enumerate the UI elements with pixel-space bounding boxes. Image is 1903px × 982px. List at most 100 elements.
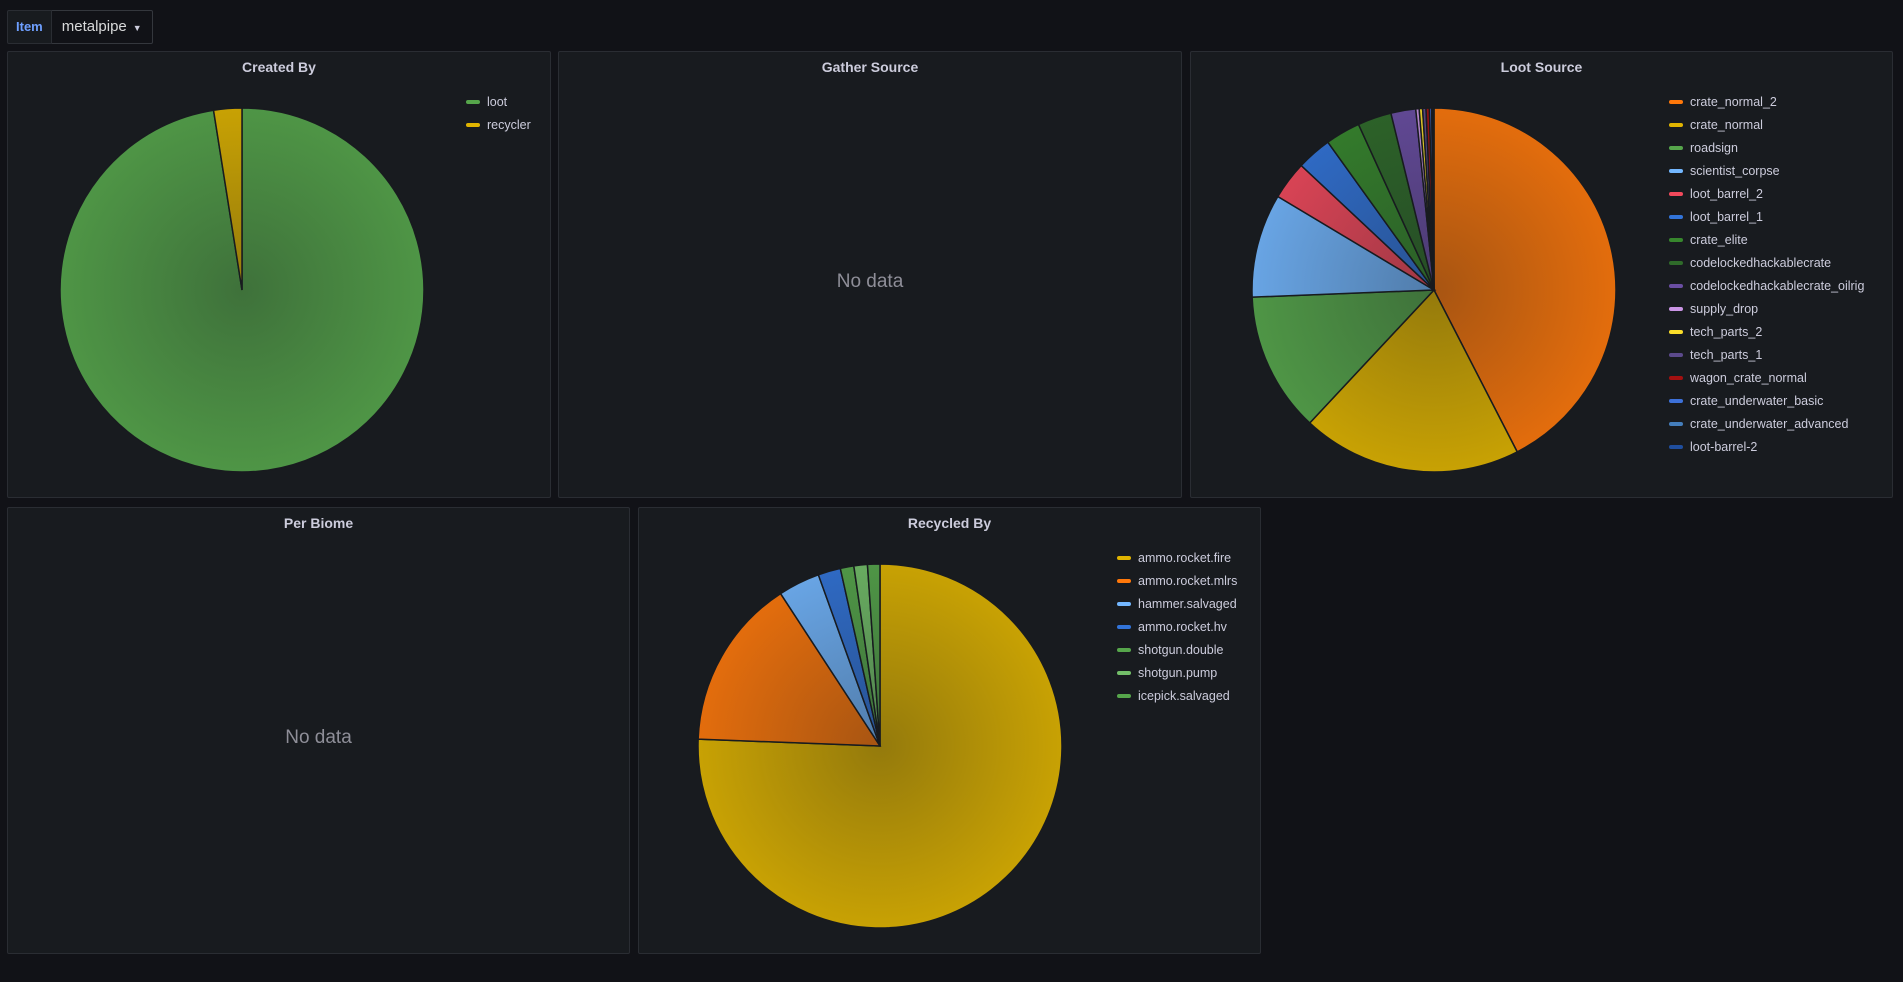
legend-item-codelockedhackablecrate[interactable]: codelockedhackablecrate bbox=[1669, 251, 1864, 274]
legend-label: hammer.salvaged bbox=[1138, 596, 1237, 611]
legend-label: crate_underwater_advanced bbox=[1690, 416, 1849, 431]
legend-swatch bbox=[1669, 191, 1683, 196]
legend-label: tech_parts_2 bbox=[1690, 324, 1763, 339]
pie-slice-roadsign[interactable] bbox=[1251, 289, 1436, 425]
legend-label: crate_elite bbox=[1690, 232, 1748, 247]
legend-item-recycler[interactable]: recycler bbox=[466, 113, 531, 136]
legend-label: ammo.rocket.mlrs bbox=[1138, 573, 1238, 588]
legend-swatch bbox=[1117, 670, 1131, 675]
legend-item-wagon-crate-normal[interactable]: wagon_crate_normal bbox=[1669, 366, 1864, 389]
pie-chart-recycled-by bbox=[697, 563, 1063, 929]
legend-swatch bbox=[1117, 555, 1131, 560]
legend-label: icepick.salvaged bbox=[1138, 688, 1230, 703]
legend-created-by: loot recycler bbox=[466, 90, 531, 136]
legend-swatch bbox=[1117, 647, 1131, 652]
legend-label: loot_barrel_2 bbox=[1690, 186, 1763, 201]
legend-item-crate-normal[interactable]: crate_normal bbox=[1669, 113, 1864, 136]
legend-item-loot[interactable]: loot bbox=[466, 90, 531, 113]
legend-item-crate-underwater-advanced[interactable]: crate_underwater_advanced bbox=[1669, 412, 1864, 435]
legend-item-loot-barrel-2[interactable]: loot_barrel_2 bbox=[1669, 182, 1864, 205]
legend-swatch bbox=[1669, 352, 1683, 357]
legend-label: recycler bbox=[487, 117, 531, 132]
legend-item-loot-barrel-2[interactable]: loot-barrel-2 bbox=[1669, 435, 1864, 458]
panel-recycled-by: Recycled By ammo.rocket.fire ammo.rocket.… bbox=[638, 507, 1261, 954]
pie-slice-scientist-corpse[interactable] bbox=[1251, 195, 1437, 298]
panel-title: Recycled By bbox=[907, 515, 992, 531]
panel-per-biome: Per Biome No data bbox=[7, 507, 630, 954]
pie-chart-created-by bbox=[59, 107, 425, 473]
legend-label: codelockedhackablecrate bbox=[1690, 255, 1832, 270]
legend-label: ammo.rocket.hv bbox=[1138, 619, 1227, 634]
legend-swatch bbox=[1117, 693, 1131, 698]
legend-item-crate-elite[interactable]: crate_elite bbox=[1669, 228, 1864, 251]
panel-title: Gather Source bbox=[821, 59, 919, 75]
legend-swatch bbox=[1117, 624, 1131, 629]
variable-label: Item bbox=[7, 10, 52, 44]
legend-label: wagon_crate_normal bbox=[1690, 370, 1807, 385]
legend-label: crate_normal bbox=[1690, 117, 1763, 132]
legend-label: shotgun.pump bbox=[1138, 665, 1218, 680]
pie-slice-loot-barrel-2[interactable] bbox=[1432, 107, 1435, 291]
legend-item-icepick-salvaged[interactable]: icepick.salvaged bbox=[1117, 684, 1237, 707]
no-data-message: No data bbox=[836, 270, 904, 292]
legend-swatch bbox=[1669, 329, 1683, 334]
legend-item-scientist-corpse[interactable]: scientist_corpse bbox=[1669, 159, 1864, 182]
legend-swatch bbox=[1669, 260, 1683, 265]
legend-item-supply-drop[interactable]: supply_drop bbox=[1669, 297, 1864, 320]
panel-gather-source: Gather Source No data bbox=[558, 51, 1182, 498]
legend-swatch bbox=[1669, 421, 1683, 426]
legend-swatch bbox=[1669, 145, 1683, 150]
legend-label: loot_barrel_1 bbox=[1690, 209, 1763, 224]
legend-swatch bbox=[1669, 283, 1683, 288]
panel-title: Per Biome bbox=[283, 515, 354, 531]
legend-label: ammo.rocket.fire bbox=[1138, 550, 1232, 565]
legend-label: crate_normal_2 bbox=[1690, 94, 1777, 109]
item-variable-value: metalpipe bbox=[61, 18, 127, 35]
pie-slice-recycler[interactable] bbox=[212, 107, 243, 291]
legend-item-loot-barrel-1[interactable]: loot_barrel_1 bbox=[1669, 205, 1864, 228]
pie-slice-icepick-salvaged[interactable] bbox=[866, 563, 881, 747]
legend-label: supply_drop bbox=[1690, 301, 1759, 316]
pie-chart-loot-source bbox=[1251, 107, 1617, 473]
legend-item-hammer-salvaged[interactable]: hammer.salvaged bbox=[1117, 592, 1237, 615]
legend-item-shotgun-double[interactable]: shotgun.double bbox=[1117, 638, 1237, 661]
legend-swatch bbox=[466, 122, 480, 127]
legend-label: scientist_corpse bbox=[1690, 163, 1780, 178]
panel-title: Loot Source bbox=[1500, 59, 1583, 75]
legend-item-codelockedhackablecrate-oilrig[interactable]: codelockedhackablecrate_oilrig bbox=[1669, 274, 1864, 297]
legend-swatch bbox=[1669, 444, 1683, 449]
legend-label: shotgun.double bbox=[1138, 642, 1224, 657]
legend-swatch bbox=[1669, 237, 1683, 242]
pie-slice-ammo-rocket-fire[interactable] bbox=[697, 563, 1063, 929]
legend-swatch bbox=[1669, 375, 1683, 380]
legend-item-roadsign[interactable]: roadsign bbox=[1669, 136, 1864, 159]
legend-swatch bbox=[466, 99, 480, 104]
legend-label: loot bbox=[487, 94, 508, 109]
legend-item-ammo-rocket-fire[interactable]: ammo.rocket.fire bbox=[1117, 546, 1237, 569]
pie-slice-crate-normal[interactable] bbox=[1308, 288, 1519, 473]
legend-item-tech-parts-2[interactable]: tech_parts_2 bbox=[1669, 320, 1864, 343]
legend-swatch bbox=[1117, 601, 1131, 606]
legend-label: loot-barrel-2 bbox=[1690, 439, 1758, 454]
legend-loot-source: crate_normal_2 crate_normal roadsign scient… bbox=[1669, 90, 1864, 458]
legend-label: codelockedhackablecrate_oilrig bbox=[1690, 278, 1865, 293]
pie-slice-crate-normal-2[interactable] bbox=[1433, 107, 1617, 453]
pie-slice-ammo-rocket-mlrs[interactable] bbox=[697, 592, 882, 747]
item-variable-select[interactable]: metalpipe ▼ bbox=[51, 10, 153, 44]
legend-label: crate_underwater_basic bbox=[1690, 393, 1824, 408]
legend-swatch bbox=[1669, 398, 1683, 403]
legend-item-tech-parts-1[interactable]: tech_parts_1 bbox=[1669, 343, 1864, 366]
legend-item-ammo-rocket-mlrs[interactable]: ammo.rocket.mlrs bbox=[1117, 569, 1237, 592]
legend-item-ammo-rocket-hv[interactable]: ammo.rocket.hv bbox=[1117, 615, 1237, 638]
legend-swatch bbox=[1669, 122, 1683, 127]
legend-item-crate-underwater-basic[interactable]: crate_underwater_basic bbox=[1669, 389, 1864, 412]
legend-swatch bbox=[1669, 306, 1683, 311]
legend-label: roadsign bbox=[1690, 140, 1738, 155]
legend-item-shotgun-pump[interactable]: shotgun.pump bbox=[1117, 661, 1237, 684]
chevron-down-icon: ▼ bbox=[132, 22, 142, 33]
legend-item-crate-normal-2[interactable]: crate_normal_2 bbox=[1669, 90, 1864, 113]
panel-created-by: Created By loot recycler bbox=[7, 51, 551, 498]
variable-bar: Item metalpipe ▼ bbox=[7, 10, 153, 44]
legend-swatch bbox=[1669, 214, 1683, 219]
